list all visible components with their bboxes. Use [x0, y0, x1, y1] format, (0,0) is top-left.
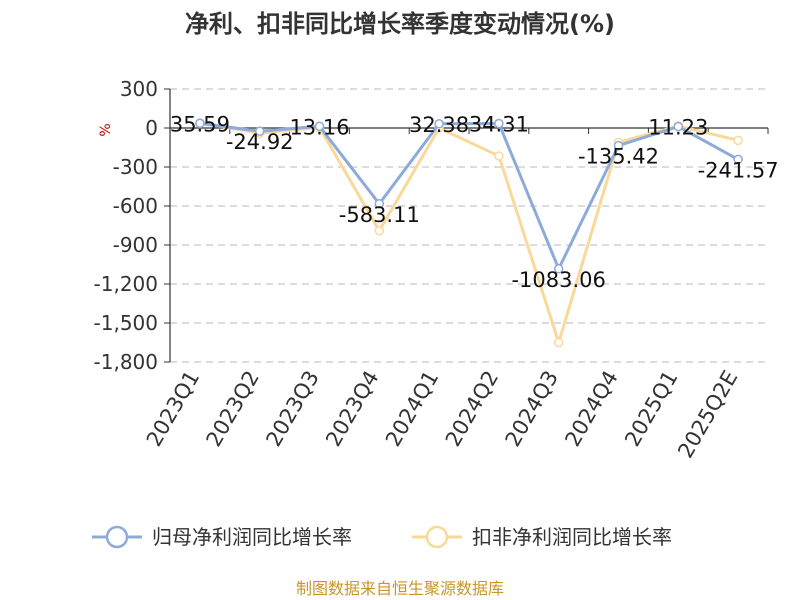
data-label: -135.42	[578, 145, 659, 169]
y-axis-ticks: 300 0 -300 -600 -900 -1,200 -1,500 -1,800	[94, 77, 170, 374]
x-tick-label: 2023Q2	[202, 367, 264, 451]
series-line	[199, 121, 739, 271]
data-label: -24.92	[226, 130, 294, 154]
x-axis-ticks: 2023Q12023Q22023Q32023Q42024Q12024Q22024…	[142, 128, 769, 463]
y-tick-label: -600	[113, 194, 158, 218]
source-note: 制图数据来自恒生聚源数据库	[296, 579, 504, 598]
data-label: 32.38	[409, 113, 469, 137]
x-tick-label: 2025Q2E	[673, 367, 742, 463]
data-point	[314, 121, 325, 132]
legend-marker	[105, 525, 129, 549]
y-tick-label: 300	[120, 77, 158, 101]
legend-label: 归母净利润同比增长率	[152, 525, 352, 549]
data-label: -583.11	[339, 203, 420, 227]
data-point	[733, 135, 743, 146]
x-tick-label: 2024Q4	[560, 367, 622, 451]
data-point	[254, 126, 265, 136]
data-point	[494, 118, 504, 129]
x-tick-label: 2023Q3	[261, 367, 323, 451]
y-axis-unit-label: %	[98, 123, 114, 136]
legend-label: 扣非净利润同比增长率	[472, 525, 672, 549]
y-tick-label: -1,800	[94, 350, 158, 374]
data-point	[374, 225, 385, 236]
legend: 归母净利润同比增长率 扣非净利润同比增长率	[92, 525, 672, 549]
y-tick-label: 0	[145, 116, 158, 140]
x-tick-label: 2024Q2	[441, 367, 503, 451]
y-tick-label: -1,500	[94, 311, 158, 335]
data-point	[434, 119, 444, 129]
data-point	[673, 121, 684, 132]
data-point	[494, 151, 504, 161]
chart-title: 净利、扣非同比增长率季度变动情况(%)	[185, 10, 615, 38]
data-point	[553, 264, 564, 274]
series-line	[199, 121, 739, 344]
data-label: 34.31	[469, 113, 529, 137]
x-tick-label: 2024Q1	[381, 366, 443, 450]
data-point	[374, 199, 385, 209]
data-label: -241.57	[698, 158, 779, 182]
x-tick-label: 2023Q4	[321, 367, 383, 451]
x-tick-label: 2024Q3	[501, 367, 563, 451]
data-point	[733, 154, 743, 165]
series-layer	[195, 118, 743, 348]
gridlines	[170, 88, 768, 363]
x-tick-label: 2025Q1	[620, 367, 682, 451]
data-label: 13.16	[289, 115, 349, 139]
data-point	[613, 140, 624, 151]
data-point	[553, 337, 564, 348]
data-label: 11.23	[648, 116, 708, 140]
data-label: -1083.06	[511, 268, 605, 292]
data-label: 35.59	[170, 112, 230, 136]
legend-marker	[425, 525, 449, 549]
data-point	[195, 118, 205, 129]
y-tick-label: -300	[113, 155, 158, 179]
y-tick-label: -900	[113, 233, 158, 257]
y-tick-label: -1,200	[94, 272, 158, 296]
x-tick-label: 2023Q1	[142, 367, 204, 451]
